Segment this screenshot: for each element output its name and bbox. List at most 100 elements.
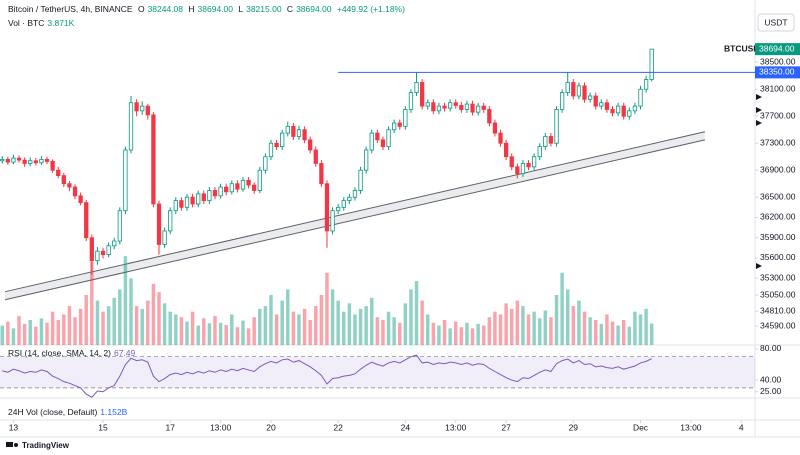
vol24-value: 1.152B	[100, 407, 128, 417]
candle-body	[134, 102, 139, 112]
volume-bar	[314, 306, 318, 345]
volume-bar	[565, 289, 570, 345]
volume-bar	[621, 320, 626, 345]
volume-bar	[185, 321, 189, 345]
volume-bar	[459, 327, 464, 345]
y-tick-label: 38500.00	[760, 56, 796, 66]
candle-body	[425, 102, 430, 107]
volume-bar	[28, 320, 32, 345]
symbol: Bitcoin / TetherUS, 4h, BINANCE	[8, 4, 133, 14]
candle-body	[319, 163, 324, 185]
x-tick-label: 13:00	[210, 422, 232, 432]
candle-body	[72, 186, 78, 197]
volume-bar	[644, 308, 648, 345]
volume-bar	[476, 323, 480, 345]
volume-bar	[370, 297, 374, 345]
x-tick-label: 13:00	[445, 422, 467, 432]
candle-body	[235, 183, 240, 190]
candle-body	[464, 103, 470, 110]
ohlc-value: 38244.08	[147, 4, 184, 14]
candle-body	[89, 237, 94, 262]
volume-bar	[358, 308, 363, 345]
volume-bar	[426, 314, 430, 345]
volume-bar	[95, 300, 100, 345]
currency-button[interactable]	[757, 13, 795, 32]
volume-bar	[381, 320, 385, 345]
candle-body	[156, 203, 162, 245]
volume-bar	[392, 317, 396, 345]
y-tick-label: 37300.00	[760, 137, 796, 147]
legend-rsi: RSI (14, close, SMA, 14, 2) 67.49	[8, 348, 138, 358]
candle-body	[28, 160, 33, 164]
ohlc-value: 38694.00	[197, 4, 233, 14]
candle-body	[503, 142, 509, 158]
volume-bar	[454, 321, 458, 345]
last-price-box	[755, 43, 800, 56]
volume-bar	[605, 314, 609, 345]
candle-body	[39, 159, 44, 164]
candle-body	[476, 105, 481, 113]
volume-bar	[235, 327, 240, 345]
candle-body	[330, 210, 335, 232]
volume-bar	[151, 283, 156, 345]
volume-bar	[521, 306, 525, 345]
candle-body	[123, 149, 128, 212]
volume-bar	[342, 311, 346, 345]
volume-bar	[73, 317, 77, 345]
volume-bar	[213, 316, 217, 345]
legend-vol24: 24H Vol (close, Default) 1.152B	[8, 407, 130, 417]
volume-bar	[616, 325, 620, 345]
trend-line	[4, 139, 706, 301]
candle-body	[442, 105, 447, 109]
volume-bar	[493, 311, 497, 345]
candle-body	[403, 109, 408, 127]
y-tick-label: 35300.00	[760, 272, 796, 282]
axis-icon	[756, 120, 762, 126]
symbol-label: BTCUSDT	[724, 43, 765, 53]
volume-bar	[140, 308, 144, 345]
x-tick-label: Dec	[633, 422, 649, 432]
currency-label[interactable]: USDT	[764, 17, 787, 27]
volume-bar	[437, 325, 441, 345]
candle-body	[364, 149, 369, 171]
x-tick-label: 22	[333, 422, 343, 432]
candle-body	[67, 183, 72, 188]
volume-bar	[577, 300, 581, 345]
y-tick-label: 34590.00	[760, 320, 796, 330]
candle-body	[392, 122, 397, 131]
volume-bar	[482, 325, 486, 345]
volume-bar	[375, 317, 380, 345]
volume-bar	[179, 317, 184, 345]
volume-bar	[465, 322, 469, 345]
candle-body	[308, 139, 313, 151]
x-tick-label: 4	[739, 422, 744, 432]
volume-bar	[649, 323, 654, 345]
volume-bar	[62, 314, 66, 345]
y-tick-label: 36500.00	[760, 191, 796, 201]
candle-body	[436, 105, 442, 112]
volume-bar	[431, 322, 436, 345]
volume-bar	[101, 311, 105, 345]
volume-bar	[319, 295, 324, 345]
candle-body	[11, 157, 16, 163]
volume-bar	[45, 322, 49, 345]
candle-body	[414, 82, 419, 94]
change: +449.92 (+1.18%)	[336, 4, 405, 14]
rsi-tick-label: 80.00	[760, 343, 782, 353]
candle-body	[145, 105, 150, 116]
candle-body	[347, 196, 352, 201]
candle-body	[280, 132, 285, 147]
x-tick-label: 15	[98, 422, 108, 432]
y-tick-label: 35900.00	[760, 232, 796, 242]
volume-bar	[106, 306, 111, 345]
volume-bar	[202, 318, 206, 345]
rsi-line	[2, 354, 652, 398]
volume-bar	[241, 320, 245, 345]
candle-body	[369, 132, 374, 151]
candle-body	[554, 109, 559, 144]
volume-value: 3.871K	[47, 18, 75, 28]
candle-body	[95, 250, 100, 262]
volume-bar	[532, 311, 536, 345]
candle-body	[16, 157, 22, 161]
